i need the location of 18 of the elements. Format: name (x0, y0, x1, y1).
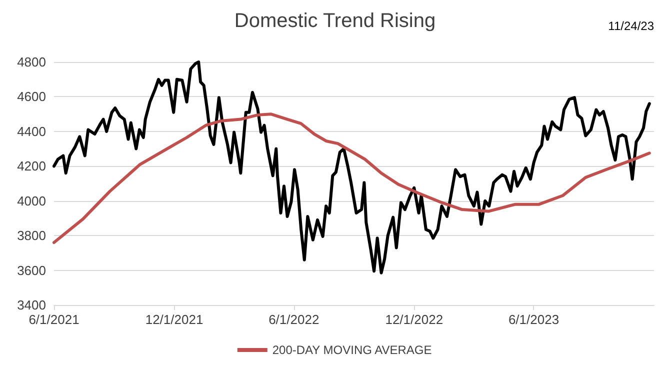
x-tick-label: 6/1/2021 (28, 312, 80, 327)
y-tick-label: 3800 (17, 228, 46, 244)
legend-label: 200-DAY MOVING AVERAGE (272, 343, 432, 357)
x-tick-label: 6/1/2022 (268, 312, 320, 327)
line-series (52, 112, 651, 244)
y-tick-label: 3400 (17, 298, 46, 312)
line-series (52, 60, 651, 274)
y-tick-label: 4000 (17, 193, 46, 208)
x-tick-label: 12/1/2022 (385, 312, 444, 327)
y-tick-label: 3600 (17, 262, 46, 278)
text: 11/24/23 (608, 19, 654, 33)
y-tick-label: 4400 (17, 124, 46, 139)
y-tick-label: 4600 (17, 89, 46, 104)
chart-title: Domestic Trend Rising (234, 10, 436, 32)
x-tick-label: 6/1/2023 (508, 312, 560, 327)
y-tick-label: 4200 (17, 158, 46, 174)
x-tick-label: 12/1/2021 (145, 312, 204, 327)
y-tick-label: 4800 (17, 54, 46, 70)
